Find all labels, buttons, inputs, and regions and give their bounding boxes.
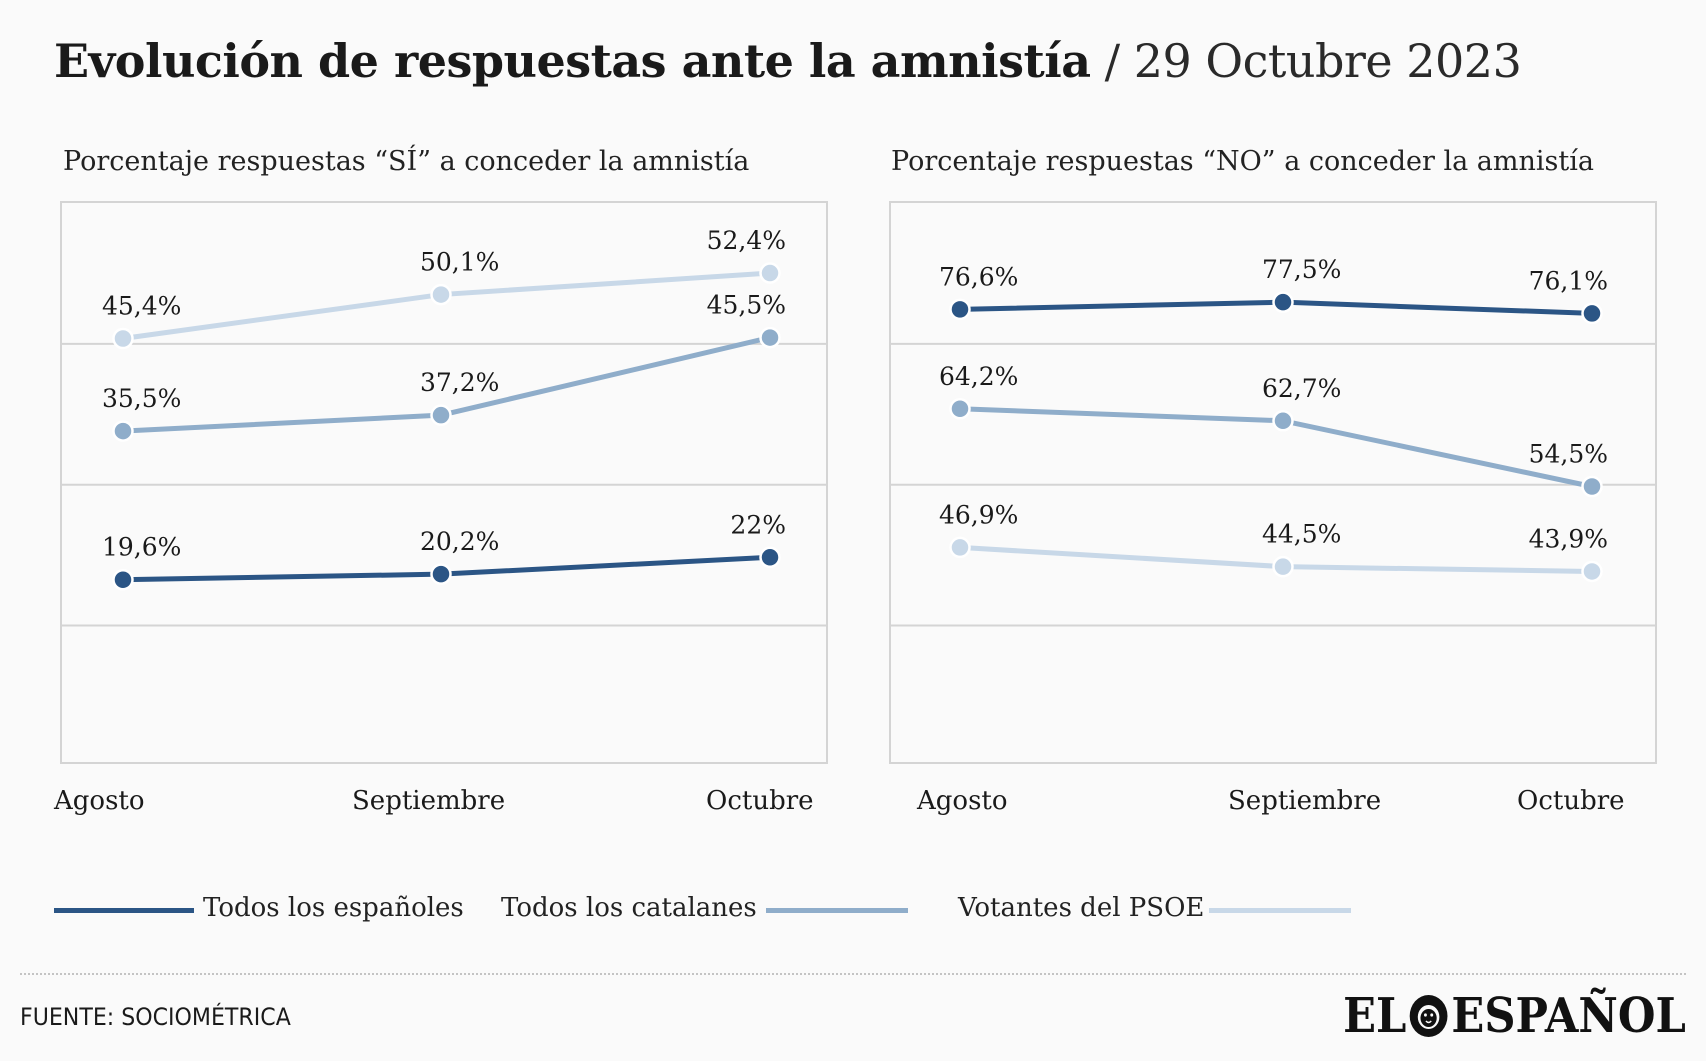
footer-divider: [20, 973, 1686, 975]
data-label-si-2-0: 45,4%: [102, 292, 181, 321]
legend-label-psoe: Votantes del PSOE: [958, 893, 1205, 923]
point-no-2-0: [949, 536, 971, 559]
x-tick-label-no-2: Octubre: [1517, 786, 1625, 816]
data-label-no-1-2: 54,5%: [1529, 440, 1608, 469]
legend-label-catalanes: Todos los catalanes: [501, 893, 757, 923]
point-si-0-0: [112, 568, 134, 591]
data-label-si-1-0: 35,5%: [102, 384, 181, 413]
point-no-1-2: [1581, 475, 1603, 498]
point-no-2-1: [1272, 555, 1294, 578]
point-si-1-0: [112, 420, 134, 442]
panel-title-no: Porcentaje respuestas “NO” a conceder la…: [891, 146, 1594, 177]
point-si-2-2: [759, 262, 781, 284]
legend-line-espanoles: [54, 908, 194, 913]
data-label-no-1-0: 64,2%: [939, 362, 1018, 391]
el-espanol-logo: EL ESPAÑOL: [1343, 988, 1686, 1044]
point-no-0-1: [1272, 291, 1294, 313]
point-si-2-1: [430, 283, 452, 306]
point-no-2-2: [1581, 560, 1603, 583]
point-si-2-0: [112, 327, 134, 350]
data-label-si-2-2: 52,4%: [707, 226, 786, 255]
point-si-0-2: [759, 546, 781, 569]
data-label-no-0-1: 77,5%: [1262, 255, 1341, 284]
legend-line-psoe: [1209, 908, 1351, 913]
point-no-0-0: [949, 298, 971, 321]
title-main: Evolución de respuestas ante la amnistía: [54, 34, 1091, 88]
data-label-no-0-2: 76,1%: [1529, 266, 1608, 295]
data-label-si-0-0: 19,6%: [102, 533, 181, 562]
point-si-1-1: [430, 404, 452, 426]
legend-line-catalanes: [766, 908, 908, 913]
x-tick-label-si-1: Septiembre: [352, 786, 505, 816]
logo-text-left: EL: [1343, 988, 1407, 1044]
point-no-1-0: [949, 398, 971, 420]
data-label-si-1-2: 45,5%: [707, 291, 786, 320]
data-label-si-2-1: 50,1%: [420, 248, 499, 277]
x-tick-label-si-0: Agosto: [53, 786, 145, 816]
data-label-no-1-1: 62,7%: [1262, 374, 1341, 403]
data-label-si-1-1: 37,2%: [420, 368, 499, 397]
title-date: / 29 Octubre 2023: [1090, 34, 1522, 88]
x-tick-label-no-0: Agosto: [916, 786, 1008, 816]
legend-label-espanoles: Todos los españoles: [203, 893, 464, 923]
data-label-no-2-1: 44,5%: [1262, 520, 1341, 549]
data-label-no-2-0: 46,9%: [939, 500, 1018, 529]
point-no-0-2: [1581, 302, 1603, 325]
lion-head-icon: [1410, 995, 1448, 1037]
source-note: FUENTE: SOCIOMÉTRICA: [20, 1003, 291, 1031]
data-label-no-2-2: 43,9%: [1529, 524, 1608, 553]
data-label-si-0-2: 22%: [730, 510, 786, 539]
point-si-0-1: [430, 563, 452, 585]
data-label-no-0-0: 76,6%: [939, 262, 1018, 291]
point-no-1-1: [1272, 410, 1294, 432]
x-tick-label-no-1: Septiembre: [1228, 786, 1381, 816]
data-label-si-0-1: 20,2%: [420, 527, 499, 556]
chart-title: Evolución de respuestas ante la amnistía…: [54, 34, 1522, 88]
plot-frame-no: [889, 201, 1657, 764]
x-tick-label-si-2: Octubre: [706, 786, 814, 816]
point-si-1-2: [759, 326, 781, 349]
logo-text-right: ESPAÑOL: [1451, 988, 1686, 1044]
panel-title-si: Porcentaje respuestas “SÍ” a conceder la…: [63, 146, 750, 177]
